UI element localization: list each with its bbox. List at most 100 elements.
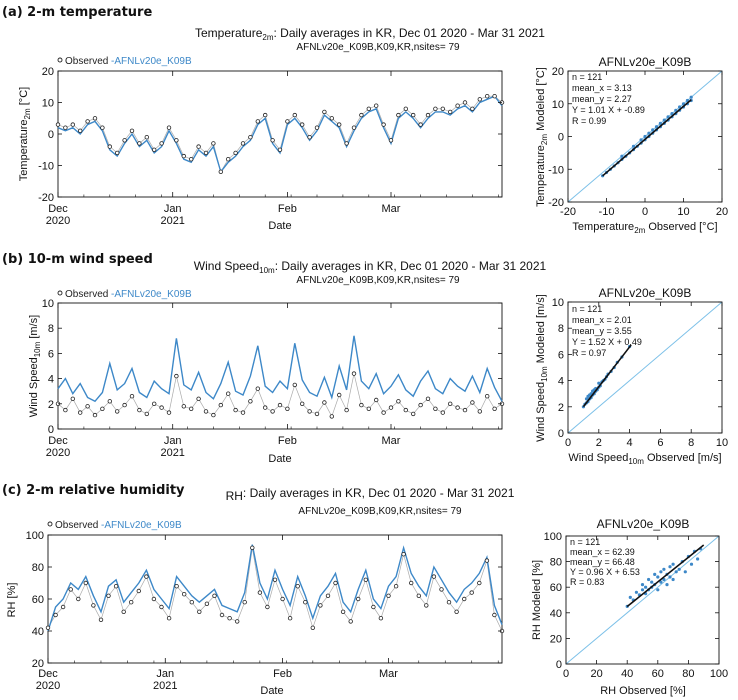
legend-c: Observed -AFNLv20e_K09B <box>47 520 182 531</box>
scatter-y-tick-label: 20 <box>550 633 562 645</box>
scatter-point <box>634 590 639 594</box>
observed-point <box>433 106 438 111</box>
observed-point <box>359 402 364 408</box>
observed-point <box>225 156 231 162</box>
stat-meanx-a: mean_x = 3.13 <box>572 83 632 93</box>
scatter-x-tick-label: -20 <box>560 206 576 218</box>
scatter-point <box>671 577 675 582</box>
stat-meanx-c: mean_x = 62.39 <box>570 547 635 557</box>
y-ticks-b: 10 8 6 4 2 0 <box>42 298 502 436</box>
x-ticks-b: Dec Jan Feb Mar 2020 2021 <box>46 303 499 459</box>
observed-point <box>151 596 157 602</box>
panel-a: (a) 2-m temperature Temperature2m: Daily… <box>2 5 728 235</box>
observed-point <box>250 545 255 550</box>
observed-point <box>92 412 98 418</box>
observed-point <box>166 616 172 621</box>
y-label-a-sub: 2m <box>23 108 32 119</box>
observed-point <box>401 552 406 557</box>
observed-point <box>329 116 334 121</box>
scatter-point <box>689 95 693 99</box>
observed-point <box>77 410 83 415</box>
observed-point <box>307 134 312 140</box>
observed-point <box>351 371 357 376</box>
observed-point <box>159 141 164 146</box>
legend-model-text: AFNLv20e_K09B <box>104 520 182 531</box>
observed-point <box>100 125 105 130</box>
plot-frame-b <box>57 302 503 430</box>
y-tick-label: -20 <box>38 192 54 204</box>
y-tick-label: 0 <box>48 424 54 436</box>
scatter-x-tick-label: 8 <box>688 437 694 449</box>
scatter-x-label-a-sub: 2m <box>634 226 645 235</box>
observed-point <box>477 409 482 414</box>
observed-point <box>307 409 312 414</box>
observed-point <box>255 119 260 124</box>
chart-subtitle-a: AFNLv20e_K09B,K09,KR,nsites= 79 <box>296 42 460 53</box>
x-tick-label: Mar <box>382 435 401 447</box>
y-tick-label: 60 <box>32 594 44 606</box>
scatter-y-tick-label: 10 <box>552 99 564 111</box>
scatter-x-tick-label: 20 <box>590 668 602 680</box>
observed-point <box>351 125 357 130</box>
chart-title-b-main: Wind Speed <box>194 259 259 273</box>
x-year-label: 2020 <box>36 680 60 692</box>
observed-point <box>77 128 83 133</box>
legend-observed-marker <box>47 521 53 527</box>
observed-point <box>300 401 305 406</box>
observed-point <box>248 399 253 404</box>
y-label-b-unit: [m/s] <box>28 315 40 342</box>
chart-title-b-sub: 10m <box>259 266 275 275</box>
scatter-y-tick-label: 0 <box>556 659 562 671</box>
observed-point <box>403 407 408 413</box>
scatter-y-label-b: Wind Speed10m Modeled [m/s] <box>535 294 549 442</box>
observed-point <box>106 593 111 598</box>
observed-point <box>455 405 460 410</box>
observed-point <box>181 153 186 159</box>
observed-point <box>348 619 353 624</box>
observed-point <box>219 612 225 618</box>
x-label-b: Date <box>268 453 291 465</box>
legend-model-label: -AFNLv20e_K09B <box>111 56 192 67</box>
observed-point <box>337 392 342 398</box>
observed-point <box>292 112 297 118</box>
observed-point <box>470 106 475 111</box>
observed-point <box>425 112 431 118</box>
scatter-y-label-b-sub: 10m <box>540 366 549 382</box>
scatter-frame-c <box>565 535 720 665</box>
scatter-point <box>662 118 666 122</box>
x-label-a: Date <box>268 220 291 232</box>
scatter-point <box>640 583 645 587</box>
x-label-c: Date <box>260 685 283 697</box>
observed-point <box>418 122 423 127</box>
observed-point <box>234 619 240 624</box>
scatter-y-tick-label: 2 <box>558 402 564 414</box>
scatter-y-tick-label: 0 <box>558 132 564 144</box>
observed-point <box>462 407 468 413</box>
observed-point <box>159 604 164 610</box>
observed-point <box>431 574 437 579</box>
scatter-y-label-c-pre: RH Modeled [%] <box>531 560 543 640</box>
chart-title-b: Wind Speed10m: Daily averages in KR, Dec… <box>194 259 547 275</box>
observed-point <box>121 609 126 614</box>
observed-point <box>114 150 120 156</box>
observed-point <box>129 128 135 133</box>
observed-point <box>344 407 349 413</box>
scatter-point <box>689 562 694 566</box>
observed-point <box>470 400 475 405</box>
observed-point <box>462 100 468 105</box>
observed-point <box>197 609 202 614</box>
observed-point <box>411 112 416 118</box>
observed-point <box>122 402 127 408</box>
y-tick-label: 6 <box>48 348 54 360</box>
one-to-one-line <box>565 535 720 665</box>
observed-point <box>166 125 172 130</box>
observed-point <box>381 122 386 127</box>
scatter-x-tick-label: 40 <box>621 668 633 680</box>
x-year-label: 2021 <box>153 680 177 692</box>
observed-point <box>203 150 209 156</box>
observed-point <box>174 138 179 143</box>
stat-meany-c: mean_y = 66.48 <box>570 557 635 567</box>
section-title-b: (b) 10-m wind speed <box>2 252 153 267</box>
scatter-x-tick-label: 0 <box>642 206 648 218</box>
